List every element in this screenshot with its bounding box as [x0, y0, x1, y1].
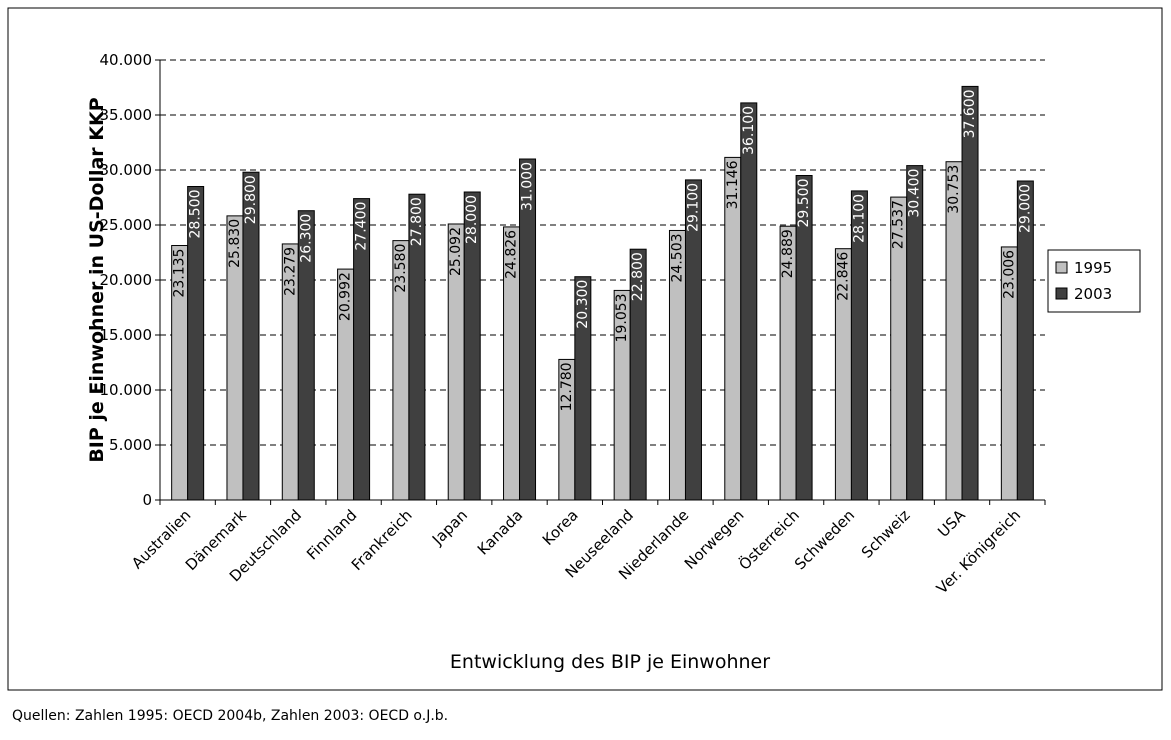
value-label: 19.053: [614, 293, 630, 342]
value-label: 24.503: [669, 233, 685, 282]
value-label: 29.100: [685, 183, 701, 232]
value-label: 27.537: [891, 200, 907, 249]
y-axis-label: BIP je Einwohner in US-Dollar KKP: [86, 97, 108, 462]
value-label: 26.300: [298, 214, 314, 263]
value-label: 20.992: [338, 272, 354, 321]
x-tick-label: Finnland: [303, 506, 360, 563]
value-label: 29.500: [796, 179, 812, 228]
legend-swatch: [1055, 287, 1068, 300]
value-label: 27.400: [354, 202, 370, 251]
x-tick-label: Korea: [539, 506, 582, 549]
value-label: 23.580: [393, 244, 409, 293]
value-label: 31.000: [520, 162, 536, 211]
y-tick-label: 25.000: [100, 216, 153, 234]
value-label: 31.146: [725, 160, 741, 209]
value-label: 25.092: [448, 227, 464, 276]
y-tick-label: 15.000: [100, 326, 153, 344]
value-label: 22.800: [630, 252, 646, 301]
value-label: 24.826: [504, 230, 520, 279]
bar: [961, 85, 979, 501]
value-label: 37.600: [962, 89, 978, 138]
y-tick-label: 5.000: [109, 436, 152, 454]
value-label: 30.400: [907, 169, 923, 218]
value-label: 20.300: [575, 280, 591, 329]
legend-swatch: [1055, 261, 1068, 274]
value-label: 28.500: [188, 190, 204, 239]
value-label: 27.800: [409, 197, 425, 246]
x-tick-label: Schweiz: [858, 506, 914, 562]
frame: [7, 7, 1163, 691]
value-label: 12.780: [559, 362, 575, 411]
x-tick-label: Frankreich: [348, 506, 416, 574]
value-label: 29.000: [1017, 184, 1033, 233]
value-label: 30.753: [946, 165, 962, 214]
source-note: Quellen: Zahlen 1995: OECD 2004b, Zahlen…: [12, 708, 448, 724]
value-label: 28.000: [464, 195, 480, 244]
value-label: 36.100: [741, 106, 757, 155]
bar: [740, 102, 758, 501]
x-tick-label: Japan: [428, 506, 471, 549]
x-axis-label: Entwicklung des BIP je Einwohner: [450, 651, 770, 673]
value-label: 24.889: [780, 229, 796, 278]
y-tick-label: 10.000: [100, 381, 153, 399]
value-label: 23.279: [282, 247, 298, 296]
y-tick-label: 40.000: [100, 51, 153, 69]
value-label: 25.830: [227, 219, 243, 268]
y-tick-label: 20.000: [100, 271, 153, 289]
x-tick-label: Schweden: [791, 506, 858, 573]
x-tick-label: USA: [934, 506, 969, 541]
value-label: 22.846: [835, 252, 851, 301]
value-label: 29.800: [243, 175, 259, 224]
y-tick-label: 30.000: [100, 161, 153, 179]
y-tick-label: 0: [142, 491, 152, 509]
legend-box: [1047, 249, 1141, 313]
value-label: 28.100: [851, 194, 867, 243]
legend-label: 2003: [1074, 285, 1112, 303]
value-label: 23.006: [1001, 250, 1017, 299]
legend-label: 1995: [1074, 259, 1112, 277]
value-label: 23.135: [172, 249, 188, 298]
y-tick-label: 35.000: [100, 106, 153, 124]
x-tick-label: Kanada: [474, 506, 526, 558]
